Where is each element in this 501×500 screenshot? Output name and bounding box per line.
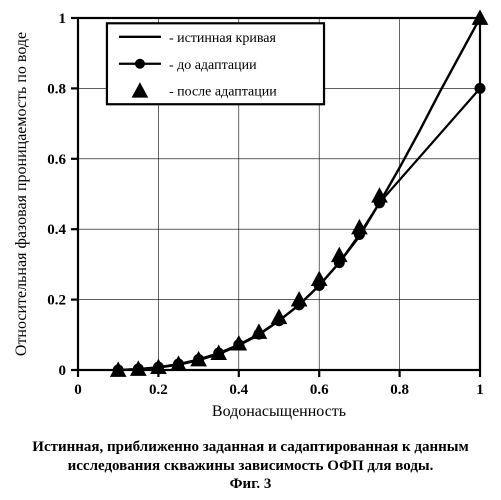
svg-text:0.4: 0.4 <box>47 222 66 238</box>
svg-text:0.2: 0.2 <box>149 382 168 398</box>
svg-text:0.6: 0.6 <box>310 382 329 398</box>
svg-text:0.8: 0.8 <box>390 382 409 398</box>
svg-text:Водонасыщенность: Водонасыщенность <box>212 403 346 420</box>
svg-text:0: 0 <box>59 363 67 379</box>
svg-text:0.4: 0.4 <box>229 382 248 398</box>
perm-chart: 0 0.2 0.4 0.6 0.8 1 0 0.2 0.4 0.6 0.8 1 Водонасыщенн… <box>0 0 501 420</box>
figure-container: 0 0.2 0.4 0.6 0.8 1 0 0.2 0.4 0.6 0.8 1 Водонасыщенн… <box>0 0 501 500</box>
svg-text:0.6: 0.6 <box>47 152 66 168</box>
svg-text:- истинная кривая: - истинная кривая <box>169 31 277 46</box>
caption-line-3: Фиг. 3 <box>0 475 501 494</box>
svg-text:0.8: 0.8 <box>47 81 66 97</box>
svg-text:Относительная фазовая проницае: Относительная фазовая проницаемость по в… <box>13 32 30 356</box>
caption-line-1: Истинная, приближенно заданная и садапти… <box>0 438 501 457</box>
caption-line-2: исследования скважины зависимость ОФП дл… <box>0 457 501 476</box>
figure-caption: Истинная, приближенно заданная и садапти… <box>0 438 501 494</box>
svg-text:0: 0 <box>74 382 82 398</box>
svg-text:0.2: 0.2 <box>47 293 66 309</box>
svg-text:1: 1 <box>476 382 484 398</box>
svg-text:1: 1 <box>59 11 67 27</box>
svg-text:- до адаптации: - до адаптации <box>169 58 257 73</box>
svg-text:- после адаптации: - после адаптации <box>169 85 277 100</box>
